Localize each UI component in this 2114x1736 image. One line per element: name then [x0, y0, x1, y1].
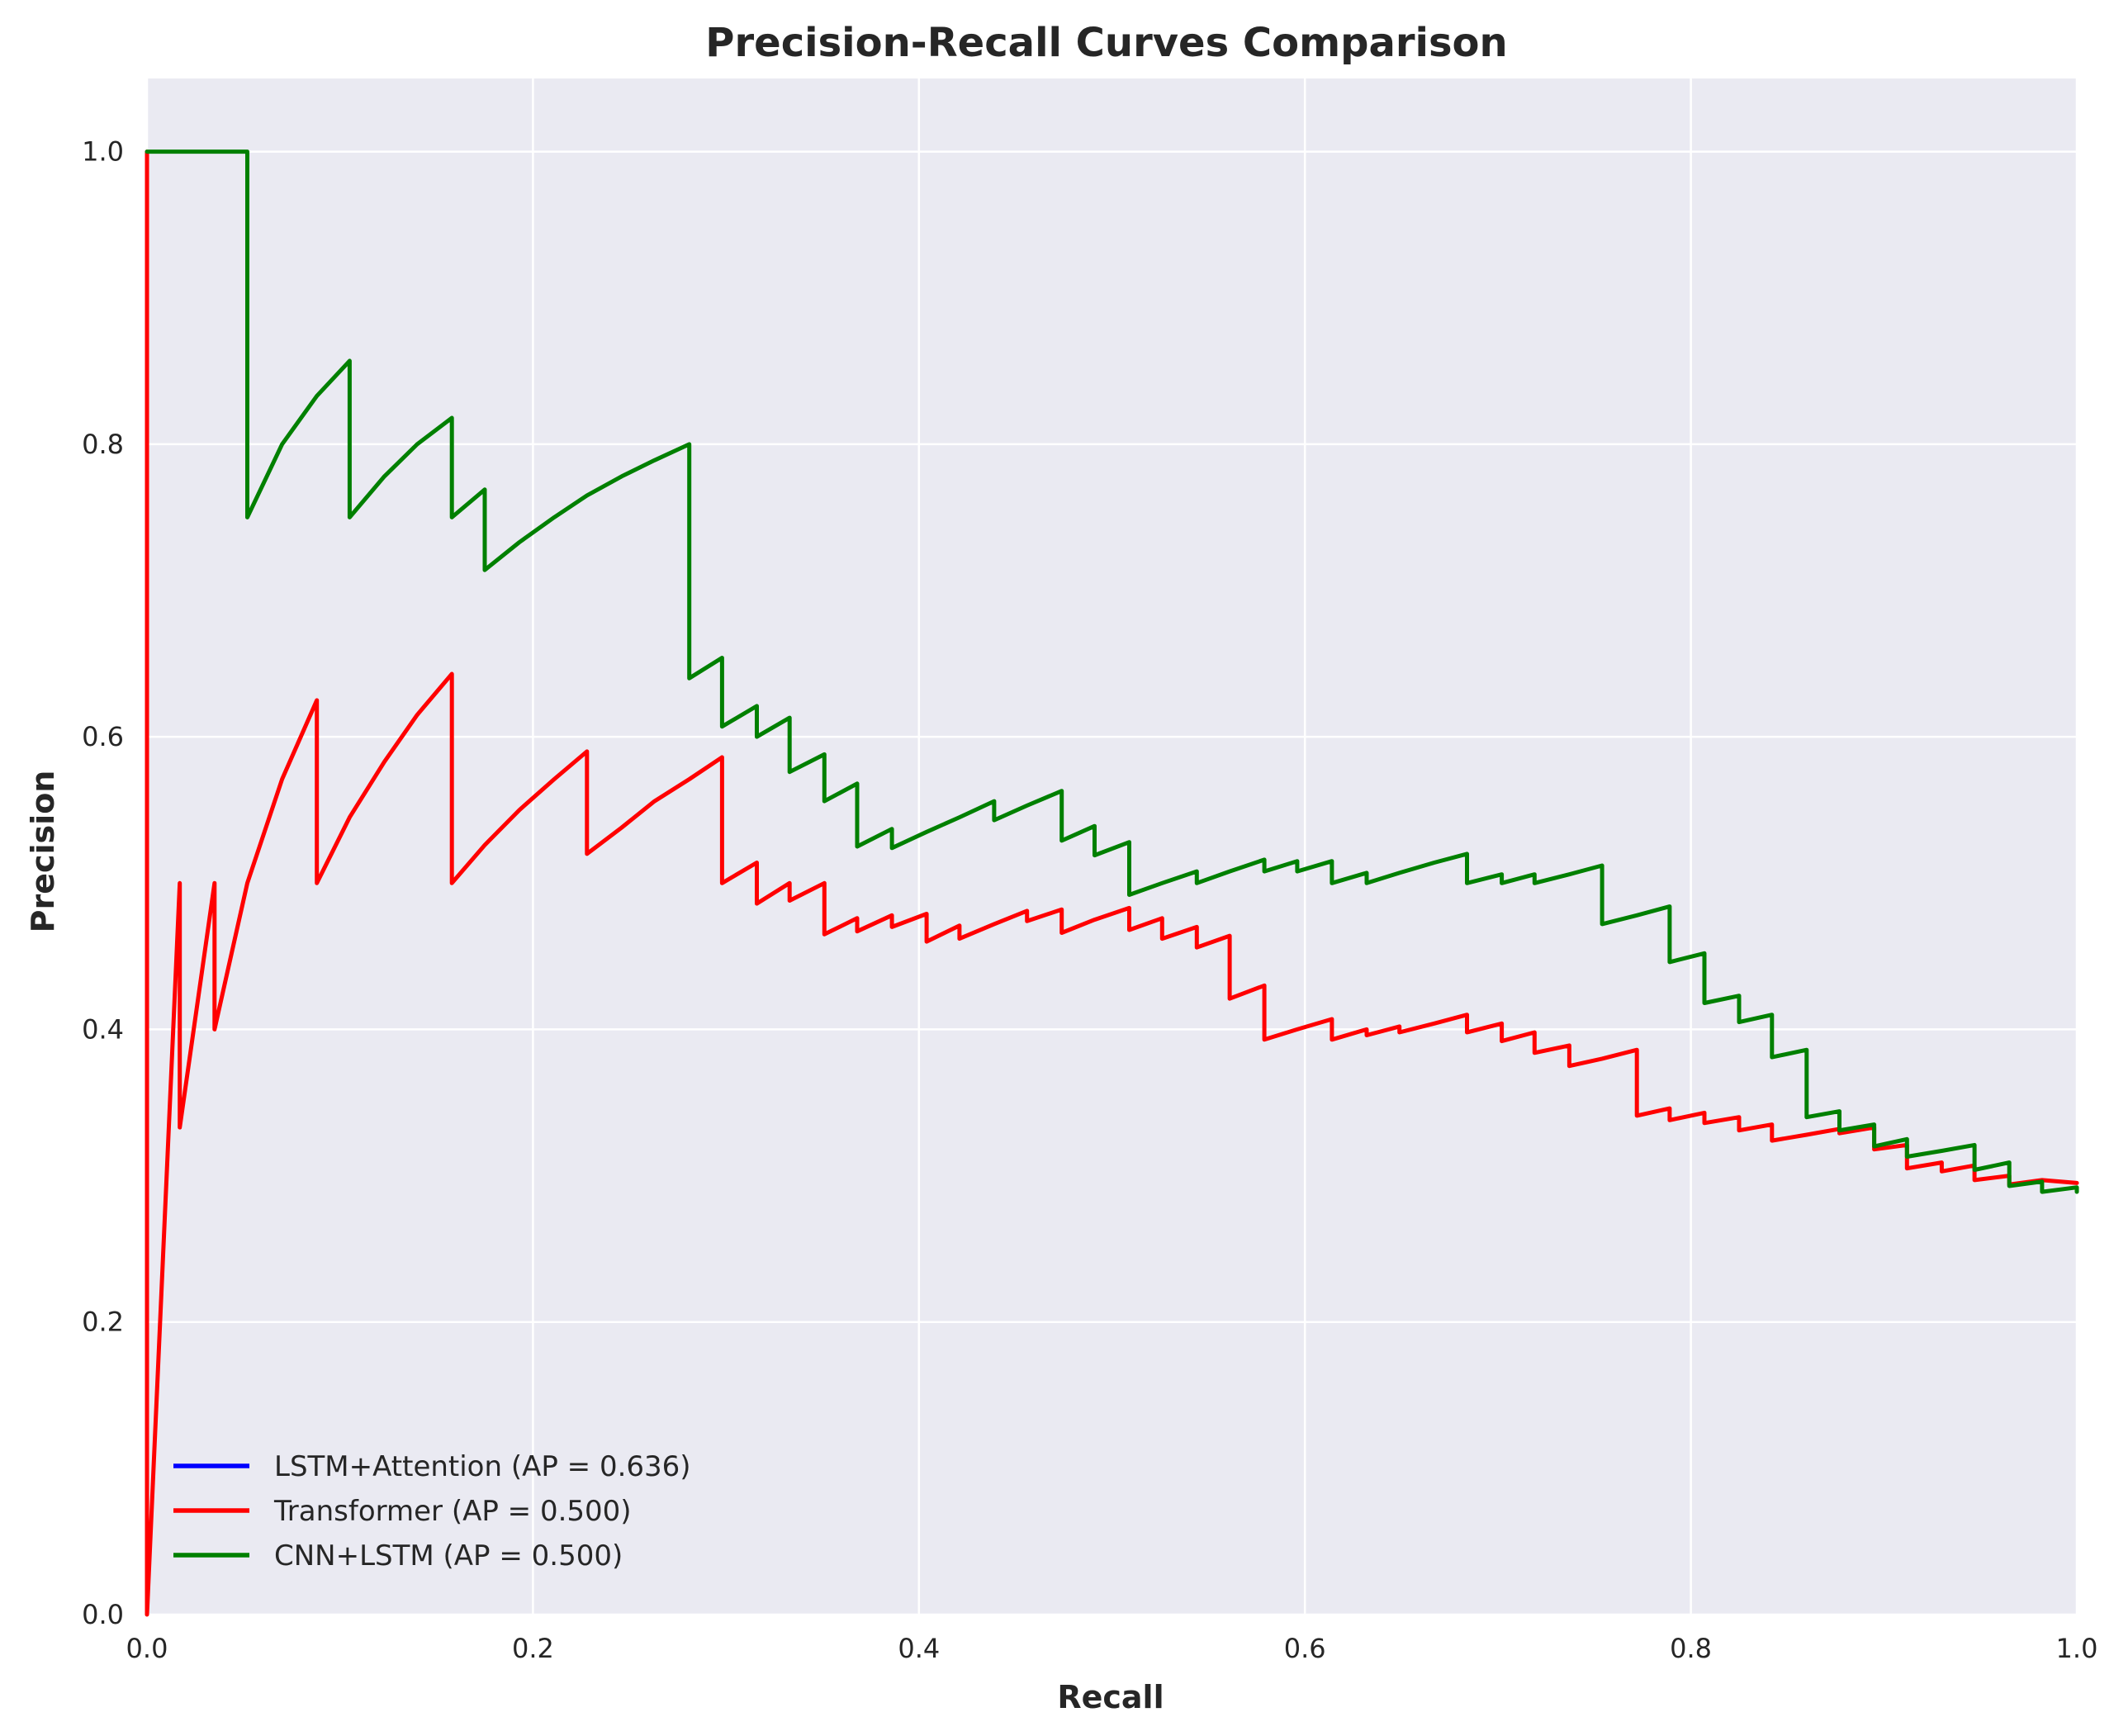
- x-tick-label: 0.6: [1284, 1633, 1326, 1664]
- x-tick-label: 1.0: [2056, 1633, 2098, 1664]
- x-tick-label: 0.8: [1670, 1633, 1712, 1664]
- series-line-cnn-lstm: [145, 149, 2079, 1194]
- legend-label: Transformer (AP = 0.500): [273, 1495, 632, 1528]
- series-layer: [145, 149, 2079, 1617]
- x-axis-label: Recall: [1057, 1679, 1164, 1715]
- legend: LSTM+Attention (AP = 0.636) Transformer (…: [173, 1450, 691, 1572]
- y-tick-label: 1.0: [82, 136, 124, 168]
- y-axis-label: Precision: [25, 771, 61, 933]
- y-tick-label: 0.6: [82, 721, 124, 752]
- x-tick-label: 0.0: [126, 1633, 168, 1664]
- x-tick-label: 0.2: [512, 1633, 554, 1664]
- grid-lines: [145, 78, 2078, 1616]
- series-line-transformer: [145, 149, 2079, 1617]
- tick-labels: 0.0 0.2 0.4 0.6 0.8 1.0 0.0 0.2 0.4 0.6 0.8 1.0: [82, 136, 2097, 1664]
- y-tick-label: 0.2: [82, 1307, 124, 1338]
- legend-label: CNN+LSTM (AP = 0.500): [274, 1539, 623, 1572]
- chart-title: Precision-Recall Curves Comparison: [705, 20, 1507, 66]
- legend-label: LSTM+Attention (AP = 0.636): [274, 1450, 691, 1483]
- y-tick-label: 0.8: [82, 429, 124, 460]
- y-tick-label: 0.4: [82, 1013, 124, 1045]
- x-tick-label: 0.4: [898, 1633, 940, 1664]
- y-tick-label: 0.0: [82, 1599, 124, 1630]
